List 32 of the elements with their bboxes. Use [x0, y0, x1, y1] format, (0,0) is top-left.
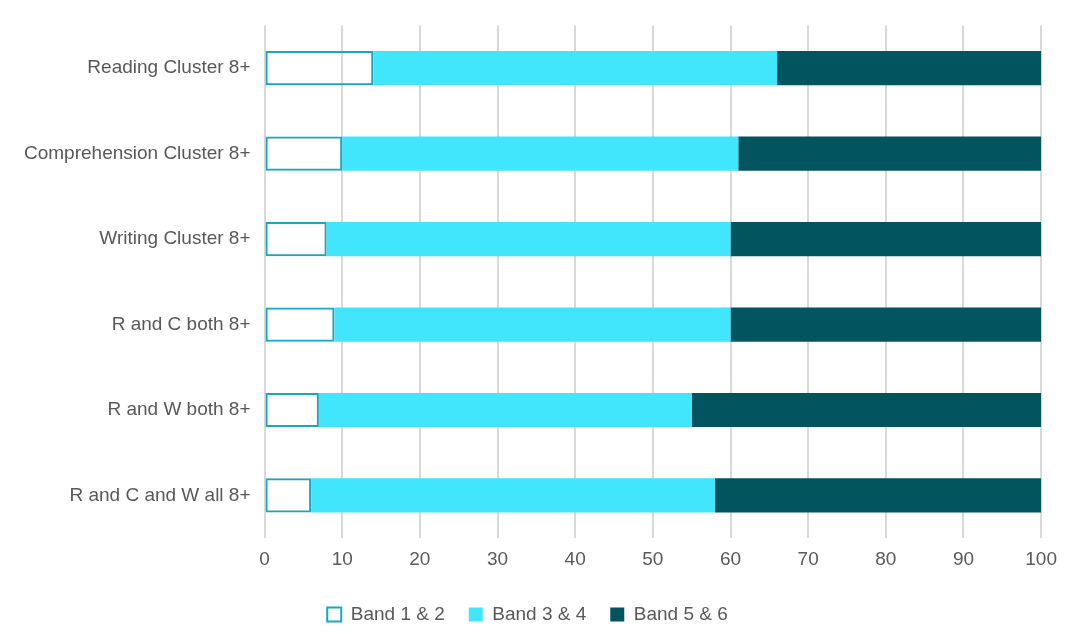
- x-tick-label: 80: [875, 547, 897, 569]
- x-tick-label: 0: [259, 547, 270, 569]
- x-tick-label: 10: [331, 547, 353, 569]
- legend-label: Band 3 & 4: [492, 602, 587, 624]
- x-tick-label: 20: [409, 547, 431, 569]
- bar: [730, 307, 1042, 342]
- bar: [691, 392, 1042, 428]
- bar: [738, 136, 1042, 171]
- y-tick-label: Reading Cluster 8+: [87, 56, 251, 78]
- legend-label: Band 5 & 6: [633, 602, 728, 624]
- bar: [318, 392, 692, 428]
- bar: [334, 307, 731, 342]
- x-tick-label: 100: [1025, 547, 1057, 569]
- bar: [714, 478, 1042, 513]
- bar: [311, 478, 715, 513]
- bar: [777, 51, 1042, 86]
- y-tick-label: R and C both 8+: [111, 312, 251, 334]
- bar: [730, 221, 1042, 257]
- bar: [342, 136, 739, 171]
- y-tick-label: R and W both 8+: [107, 398, 251, 420]
- y-tick-label: Comprehension Cluster 8+: [23, 141, 251, 163]
- y-tick-label: R and C and W all 8+: [69, 483, 251, 505]
- x-tick-label: 30: [486, 547, 509, 569]
- y-tick-label: Writing Cluster 8+: [99, 227, 251, 249]
- x-tick-label: 60: [719, 547, 742, 569]
- x-tick-label: 40: [564, 547, 586, 569]
- x-tick-label: 90: [952, 547, 975, 569]
- bar: [373, 51, 778, 86]
- bar: [326, 221, 731, 257]
- legend-label: Band 1 & 2: [350, 602, 445, 624]
- x-tick-label: 50: [642, 547, 664, 569]
- x-tick-label: 70: [797, 547, 819, 569]
